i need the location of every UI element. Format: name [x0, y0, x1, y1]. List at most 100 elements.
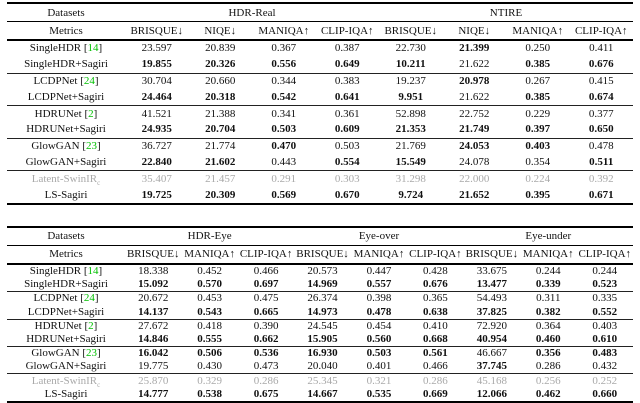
- table-row: HDRUNet [2] 41.521 21.388 0.341 0.361 52.898 2…: [7, 105, 633, 122]
- metric-value: 21.622: [459, 58, 490, 71]
- dataset-group-header: HDR-Real: [125, 3, 379, 22]
- metric-value: 16.930: [294, 346, 351, 361]
- metric-value: 0.503: [271, 123, 297, 136]
- metric-value: 0.267: [506, 72, 570, 90]
- metric-value: 0.552: [592, 305, 618, 318]
- metric-value: 0.561: [407, 346, 464, 361]
- table-row: GlowGAN [23] 16.042 0.506 0.536 16.930 0.503 0…: [7, 346, 633, 361]
- metric-value: 31.298: [379, 170, 443, 188]
- citation-link[interactable]: 14: [87, 265, 99, 278]
- metric-header: NIQE↓: [188, 21, 252, 41]
- metric-value: 0.244: [535, 265, 561, 278]
- method-label: HDRUNet [2]: [7, 105, 125, 122]
- metric-value: 26.374: [294, 291, 351, 306]
- table-row: HDRUNet+Sagiri 24.935 20.704 0.503 0.609 21.3…: [7, 122, 633, 138]
- metric-value: 0.367: [271, 42, 297, 55]
- metrics-header-row: Metrics BRISQUE↓ NIQE↓ MANIQA↑ CLIP-IQA↑ BRIS…: [7, 21, 633, 41]
- metric-value: 14.969: [307, 278, 338, 291]
- metric-value: 24.078: [459, 155, 490, 168]
- metric-value: 15.549: [395, 155, 426, 168]
- metric-value: 0.610: [592, 333, 618, 345]
- metric-value: 0.410: [407, 318, 464, 333]
- metric-value: 0.560: [366, 333, 392, 345]
- metric-value: 22.752: [442, 105, 506, 122]
- metric-value: 24.935: [141, 123, 172, 136]
- metric-value: 0.432: [592, 360, 618, 373]
- method-label: SingleHDR+Sagiri: [24, 58, 108, 71]
- metric-header: CLIP-IQA↑: [315, 21, 379, 41]
- method-label: LCDPNet+Sagiri: [27, 90, 105, 103]
- citation-link[interactable]: 2: [88, 107, 94, 120]
- metric-value: 0.506: [181, 346, 238, 361]
- metric-value: 9.724: [398, 188, 424, 201]
- metric-value: 0.447: [366, 265, 392, 278]
- metric-value: 0.365: [407, 291, 464, 306]
- metrics-corner-label: Metrics: [7, 245, 125, 265]
- metric-value: 0.570: [197, 278, 223, 291]
- table-row: SingleHDR [14] 18.338 0.452 0.466 20.573 0.44…: [7, 264, 633, 278]
- metric-value: 20.839: [205, 42, 236, 55]
- metric-value: 0.364: [520, 318, 577, 333]
- metric-value: 0.415: [569, 72, 633, 90]
- metric-value: 20.978: [442, 72, 506, 90]
- metric-value: 0.428: [423, 265, 448, 278]
- metric-value: 0.390: [237, 318, 295, 333]
- metric-value: 0.649: [334, 58, 360, 71]
- metric-value: 33.675: [476, 265, 507, 278]
- metric-value: 0.385: [525, 58, 551, 71]
- metric-value: 0.411: [589, 42, 614, 55]
- method-label: SingleHDR [14]: [29, 265, 103, 278]
- metric-value: 0.339: [535, 278, 561, 291]
- metric-value: 22.000: [442, 170, 506, 188]
- metric-value: 24.464: [141, 90, 172, 103]
- metric-value: 0.543: [197, 305, 223, 318]
- metric-value: 25.870: [125, 373, 182, 388]
- metric-value: 0.329: [181, 373, 238, 388]
- citation-link[interactable]: 24: [83, 74, 95, 87]
- metric-value: 0.291: [252, 170, 316, 188]
- metric-value: 0.252: [576, 373, 633, 388]
- table-row: GlowGAN+Sagiri 19.775 0.430 0.473 20.040 0.40…: [7, 360, 633, 374]
- method-label: LCDPNet [24]: [7, 291, 125, 306]
- metric-value: 15.905: [307, 333, 338, 345]
- metric-value: 21.622: [459, 90, 490, 103]
- metric-value: 20.660: [188, 72, 252, 90]
- metric-value: 14.137: [138, 305, 169, 318]
- table-row: GlowGAN [23] 36.727 21.774 0.470 0.503 21.769…: [7, 137, 633, 155]
- citation-link[interactable]: 14: [87, 42, 99, 55]
- metric-value: 0.311: [520, 291, 577, 306]
- metric-value: 0.557: [366, 278, 392, 291]
- metric-header: MANIQA↑: [252, 21, 316, 41]
- table-row: Latent-SwinIRc 35.407 21.457 0.291 0.303 31.2…: [7, 170, 633, 188]
- metric-value: 0.303: [315, 170, 379, 188]
- table-row: LS-Sagiri 14.777 0.538 0.675 14.667 0.535 0.66…: [7, 388, 633, 402]
- metric-value: 0.354: [525, 155, 551, 168]
- method-label: HDRUNet [2]: [7, 318, 125, 333]
- method-label: LS-Sagiri: [44, 188, 88, 201]
- metric-value: 14.973: [307, 305, 338, 318]
- metric-value: 0.697: [253, 278, 279, 291]
- citation-link[interactable]: 2: [88, 319, 94, 332]
- metric-value: 0.641: [334, 90, 360, 103]
- metric-value: 0.387: [334, 42, 360, 55]
- metric-value: 21.399: [459, 42, 490, 55]
- metric-value: 0.321: [350, 373, 408, 388]
- metric-value: 0.250: [525, 42, 551, 55]
- citation-link[interactable]: 23: [86, 347, 98, 360]
- citation-link[interactable]: 24: [83, 292, 95, 305]
- metric-value: 0.398: [350, 291, 408, 306]
- table-row: LCDPNet [24] 20.672 0.453 0.475 26.374 0.398 0…: [7, 291, 633, 306]
- metric-value: 0.609: [334, 123, 360, 136]
- metric-value: 0.569: [271, 188, 297, 201]
- metric-value: 0.244: [592, 265, 618, 278]
- metric-value: 19.725: [141, 188, 172, 201]
- metric-value: 0.392: [569, 170, 633, 188]
- table-row: SingleHDR+Sagiri 19.855 20.326 0.556 0.649 10…: [7, 57, 633, 73]
- metric-value: 15.092: [138, 278, 169, 291]
- metric-header: BRISQUE↓: [379, 21, 443, 41]
- metric-value: 20.326: [205, 58, 236, 71]
- citation-link[interactable]: 23: [86, 140, 98, 153]
- metric-header: BRISQUE↓: [125, 245, 182, 265]
- metric-value: 20.040: [307, 360, 338, 373]
